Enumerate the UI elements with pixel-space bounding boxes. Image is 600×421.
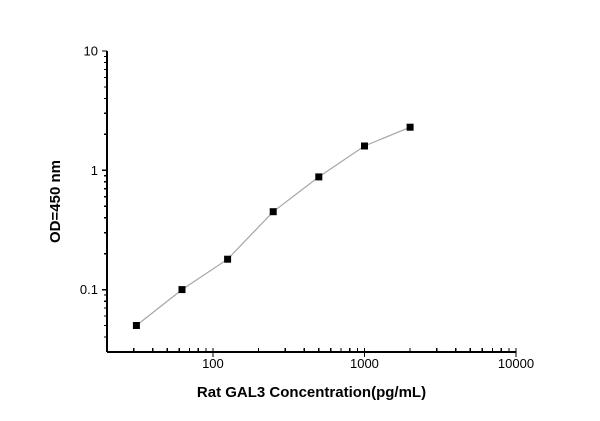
data-point-marker [132,322,140,329]
axes [106,51,516,353]
data-point-marker [269,208,277,216]
y-tick-label: 1 [91,163,98,178]
data-point-marker [315,173,323,181]
series-line [136,126,411,326]
data-point-marker [224,255,232,263]
data-point-marker [406,123,414,131]
data-point-marker [178,286,186,294]
x-tick-label: 1000 [350,356,379,371]
tick-labels: 100 1000 10000 10 1 0.1 [80,44,534,372]
x-tick-label: 10000 [498,356,534,371]
ticks [102,50,517,357]
plot-area: 100 1000 10000 10 1 0.1 [80,44,534,372]
y-axis-title: OD=450 nm [47,160,64,243]
series-markers [132,123,414,329]
y-tick-label: 10 [84,44,98,59]
x-tick-label: 100 [202,356,224,371]
y-tick-label: 0.1 [80,282,98,297]
data-point-marker [361,142,368,150]
x-axis-title: Rat GAL3 Concentration(pg/mL) [197,384,426,401]
